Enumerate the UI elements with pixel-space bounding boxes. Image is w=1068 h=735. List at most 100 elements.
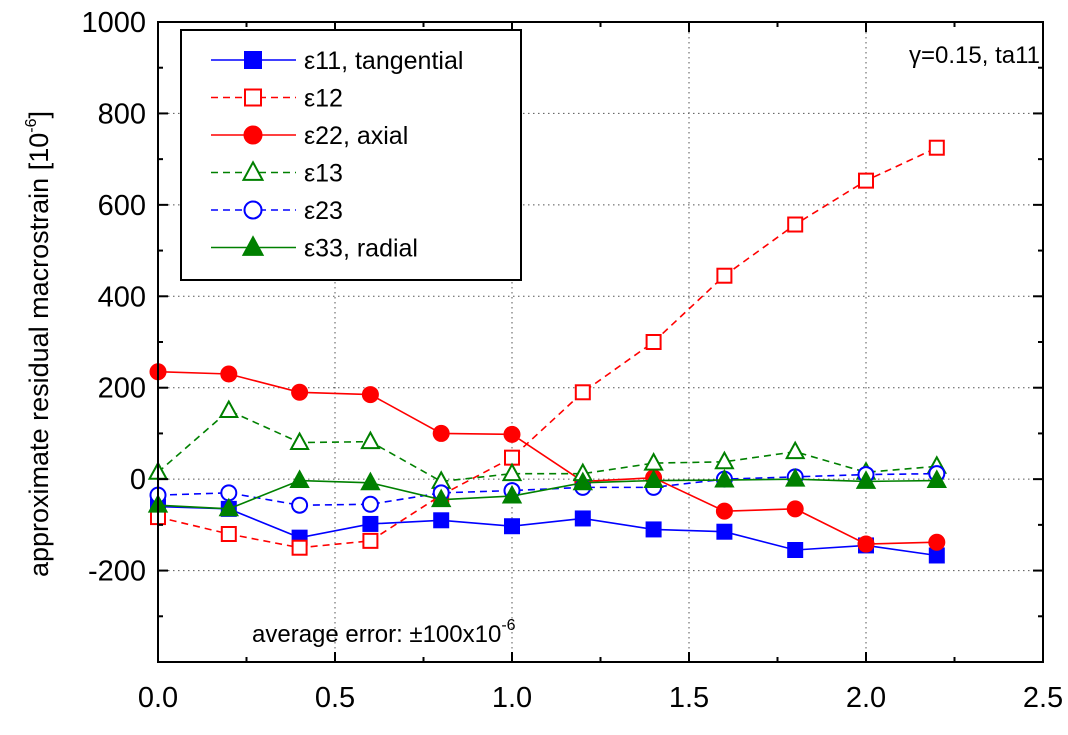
data-point bbox=[291, 539, 308, 556]
legend-marker bbox=[244, 51, 262, 69]
data-point bbox=[501, 462, 523, 482]
data-point bbox=[645, 521, 662, 538]
series-line bbox=[157, 146, 938, 549]
data-point bbox=[928, 533, 946, 551]
data-point bbox=[218, 497, 239, 517]
legend-marker bbox=[243, 125, 263, 145]
data-point bbox=[574, 510, 591, 527]
x-tick-label: 2.5 bbox=[1023, 682, 1063, 714]
y-axis-title-text: approximate residual macrostrain bbox=[24, 178, 54, 577]
data-point bbox=[361, 495, 379, 513]
data-point bbox=[715, 502, 733, 520]
y-tick-label: -200 bbox=[88, 556, 146, 588]
data-point bbox=[220, 365, 238, 383]
data-point bbox=[786, 500, 804, 518]
grid bbox=[158, 22, 1043, 662]
y-tick-label: 1000 bbox=[81, 7, 146, 39]
x-tick-label: 1.5 bbox=[669, 682, 709, 714]
data-point bbox=[787, 542, 804, 558]
data-point bbox=[858, 172, 874, 189]
data-point bbox=[714, 450, 735, 470]
y-axis-unit-exponent: -6 bbox=[23, 118, 40, 132]
legend-marker bbox=[243, 200, 263, 220]
legend-item: ε33, radial bbox=[211, 235, 418, 263]
y-tick-label: 800 bbox=[98, 98, 146, 130]
legend-label: ε11, tangential bbox=[304, 47, 463, 75]
series-2 bbox=[150, 139, 945, 556]
data-point bbox=[433, 512, 450, 529]
data-point bbox=[360, 430, 381, 450]
data-point bbox=[857, 535, 875, 553]
legend-box bbox=[180, 29, 522, 281]
error-annotation-exponent: -6 bbox=[501, 617, 515, 634]
data-point bbox=[645, 334, 662, 350]
y-tick-label: 400 bbox=[98, 281, 146, 313]
data-point bbox=[787, 216, 804, 233]
data-point bbox=[928, 139, 945, 156]
data-point bbox=[503, 425, 521, 443]
error-annotation-base: average error: ±100x10 bbox=[252, 621, 501, 648]
data-point bbox=[572, 471, 593, 491]
data-point bbox=[926, 469, 947, 488]
data-point bbox=[432, 424, 450, 442]
x-tick-label: 1.0 bbox=[492, 682, 532, 714]
data-point bbox=[289, 431, 310, 451]
data-point bbox=[218, 399, 239, 419]
x-tick-label: 2.0 bbox=[846, 682, 886, 714]
legend-label: ε33, radial bbox=[304, 235, 418, 263]
data-point bbox=[289, 469, 310, 488]
data-point bbox=[291, 383, 309, 401]
x-tick-label: 0.5 bbox=[315, 682, 355, 714]
legend-item: ε23 bbox=[211, 197, 343, 225]
y-tick-label: 200 bbox=[98, 373, 146, 405]
legend-label: ε13 bbox=[304, 160, 343, 188]
legend-item: ε11, tangential bbox=[211, 47, 463, 75]
data-point bbox=[504, 518, 520, 535]
data-point bbox=[785, 468, 806, 487]
legend: ε11, tangential ε12 ε22, axial ε13 ε23 ε33, r… bbox=[180, 29, 522, 281]
data-point bbox=[716, 267, 733, 284]
data-point bbox=[362, 515, 379, 532]
data-point bbox=[785, 440, 806, 460]
legend-marker bbox=[241, 235, 265, 256]
data-point bbox=[291, 496, 309, 514]
y-axis-title: approximate residual macrostrain [10-6] bbox=[23, 111, 54, 577]
legend-item: ε22, axial bbox=[211, 122, 408, 150]
axes: 0.0 0.5 1.0 1.5 2.0 2.5 -200 0 200 400 600 800 1000 bbox=[81, 7, 1063, 714]
legend-marker bbox=[244, 88, 262, 107]
data-point bbox=[501, 484, 523, 504]
legend-label: ε12 bbox=[304, 85, 343, 113]
data-point bbox=[431, 488, 452, 508]
legend-label: ε23 bbox=[304, 197, 343, 225]
series-3 bbox=[149, 363, 946, 553]
series-line bbox=[157, 505, 937, 557]
y-axis-unit-close: ] bbox=[24, 111, 54, 119]
annotations: γ=0.15, ta11 average error: ±100x10-6 bbox=[252, 42, 1040, 648]
data-point bbox=[574, 384, 591, 401]
legend-marker bbox=[241, 160, 265, 181]
data-point bbox=[855, 470, 877, 489]
condition-annotation: γ=0.15, ta11 bbox=[909, 42, 1040, 69]
series-line bbox=[157, 409, 937, 483]
series-6 bbox=[147, 468, 947, 517]
y-tick-label: 600 bbox=[98, 190, 146, 222]
y-axis-unit-base: [10 bbox=[24, 133, 54, 171]
series-line bbox=[157, 472, 937, 507]
x-tick-label: 0.0 bbox=[138, 682, 178, 714]
series-line bbox=[157, 370, 937, 545]
data-point bbox=[716, 523, 733, 540]
data-point bbox=[361, 386, 379, 404]
legend-item: ε13 bbox=[211, 160, 343, 188]
series-line bbox=[157, 478, 937, 510]
data-point bbox=[362, 532, 379, 549]
data-point bbox=[643, 452, 664, 471]
series-1 bbox=[150, 498, 945, 564]
data-point bbox=[714, 468, 735, 488]
legend-label: ε22, axial bbox=[304, 122, 408, 150]
error-annotation: average error: ±100x10-6 bbox=[252, 617, 516, 648]
data-point bbox=[643, 469, 664, 488]
data-point bbox=[360, 471, 381, 491]
y-tick-label: 0 bbox=[130, 464, 146, 496]
series-layer bbox=[147, 139, 947, 564]
